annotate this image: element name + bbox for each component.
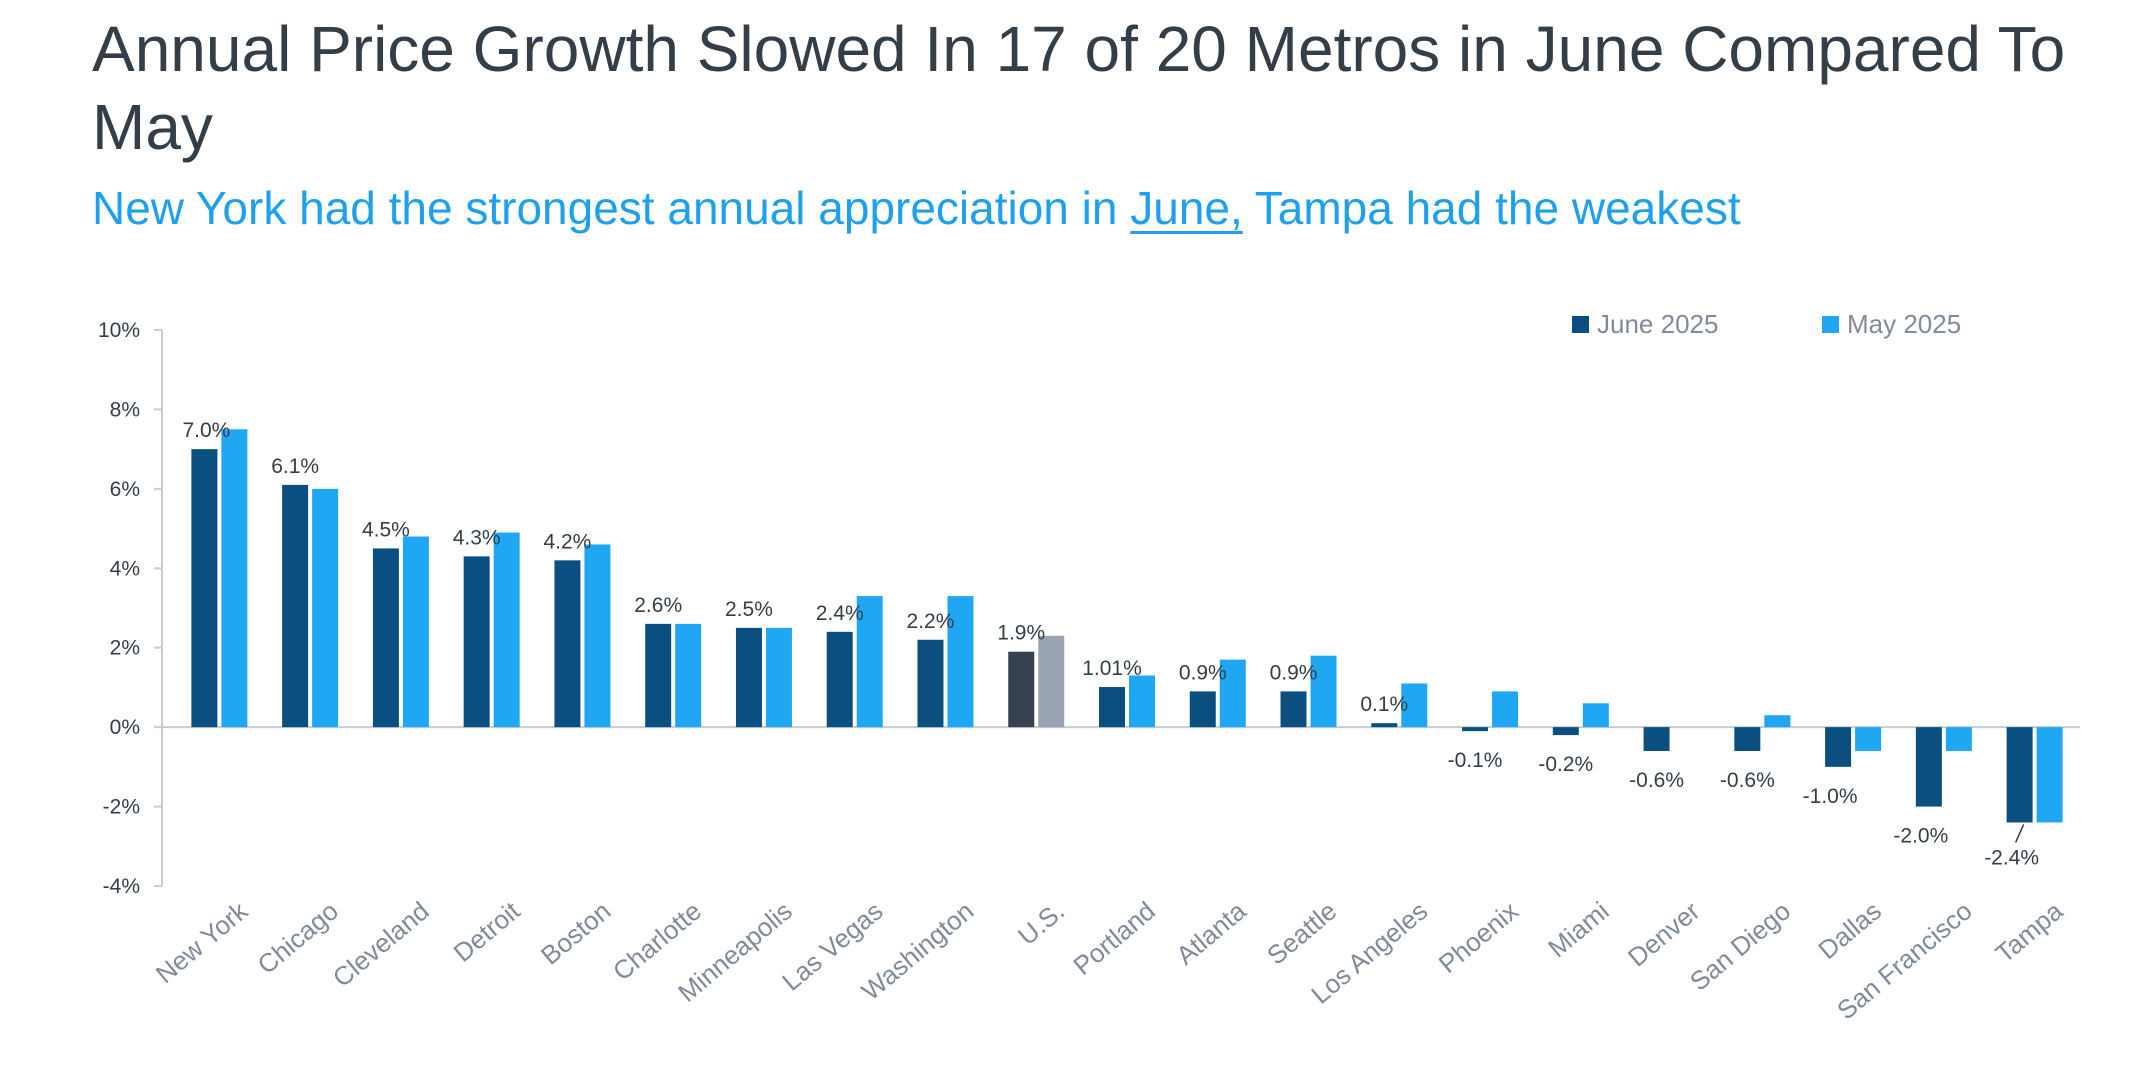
bar-may-minneapolis — [765, 627, 792, 728]
data-label-minneapolis: 2.5% — [725, 598, 773, 621]
leader-line-tampa — [2014, 824, 2025, 843]
bar-june-denver — [1643, 727, 1670, 751]
x-tick-label-seattle: Seattle — [1261, 896, 1342, 971]
data-label-cleveland: 4.5% — [362, 518, 410, 541]
x-tick-label-u-s: U.S. — [1012, 896, 1070, 951]
data-label-seattle: 0.9% — [1270, 661, 1318, 684]
bar-june-atlanta — [1189, 691, 1216, 728]
bar-may-los-angeles — [1401, 683, 1428, 728]
x-tick-label-san-diego: San Diego — [1684, 896, 1796, 997]
bar-june-tampa — [2006, 727, 2033, 823]
bar-may-charlotte — [675, 623, 702, 728]
data-label-new-york: 7.0% — [182, 419, 230, 442]
bar-june-portland — [1099, 687, 1125, 728]
bar-june-minneapolis — [735, 627, 762, 728]
y-tick-label: 0% — [110, 716, 140, 739]
bar-june-san-diego — [1734, 727, 1761, 751]
bar-may-miami — [1582, 703, 1609, 728]
bar-june-charlotte — [645, 623, 672, 728]
data-label-las-vegas: 2.4% — [816, 602, 864, 625]
bar-may-atlanta — [1219, 659, 1246, 728]
data-label-denver: -0.6% — [1629, 769, 1684, 792]
x-tick-label-phoenix: Phoenix — [1433, 896, 1524, 979]
bar-june-new-york — [191, 449, 218, 728]
bar-june-washington — [917, 639, 944, 728]
bar-may-tampa — [2036, 727, 2063, 823]
bar-june-san-francisco — [1915, 727, 1942, 807]
y-tick-label: 6% — [110, 478, 140, 501]
bar-june-miami — [1552, 727, 1579, 736]
bar-june-cleveland — [372, 548, 399, 728]
x-tick-label-cleveland: Cleveland — [327, 896, 435, 993]
bar-june-u-s — [1008, 651, 1035, 728]
x-tick-label-atlanta: Atlanta — [1170, 895, 1252, 970]
data-label-boston: 4.2% — [543, 530, 591, 553]
bar-may-san-francisco — [1945, 727, 1972, 751]
bar-may-phoenix — [1492, 691, 1519, 728]
data-label-tampa: -2.4% — [1984, 846, 2039, 869]
chart-data-labels: 7.0% 6.1% 4.5% 4.3% 4.2% 2.6% 2.5% 2.4% 2.2% 1.9%… — [182, 419, 2039, 869]
bar-june-phoenix — [1462, 727, 1489, 732]
bar-june-detroit — [463, 556, 490, 728]
y-tick-label: -2% — [103, 796, 140, 819]
data-label-miami: -0.2% — [1538, 753, 1593, 776]
bar-may-seattle — [1310, 655, 1337, 728]
data-label-u-s: 1.9% — [997, 622, 1045, 645]
bar-may-u-s — [1038, 635, 1065, 728]
bar-may-cleveland — [402, 536, 429, 728]
data-label-charlotte: 2.6% — [634, 594, 682, 617]
y-tick-label: 10% — [98, 319, 140, 342]
subtitle-text-start: New York had the strongest annual apprec… — [92, 182, 1131, 234]
y-tick-label: -4% — [103, 875, 140, 898]
x-tick-label-detroit: Detroit — [448, 895, 527, 968]
chart-subtitle: New York had the strongest annual apprec… — [92, 180, 1741, 236]
bar-may-new-york — [221, 429, 248, 728]
y-tick-label: 8% — [110, 398, 140, 421]
legend-label-may-2025: May 2025 — [1847, 309, 1961, 339]
bar-may-washington — [947, 596, 974, 728]
bar-may-dallas — [1855, 727, 1882, 751]
data-label-san-diego: -0.6% — [1720, 769, 1775, 792]
x-tick-label-dallas: Dallas — [1812, 896, 1887, 965]
legend-swatch-june-2025 — [1572, 316, 1589, 333]
x-tick-label-portland: Portland — [1067, 896, 1160, 981]
bar-may-las-vegas — [856, 596, 883, 728]
chart-bars — [191, 429, 2063, 823]
subtitle-text-end: Tampa had the weakest — [1242, 182, 1741, 234]
x-tick-label-new-york: New York — [150, 895, 254, 989]
bar-may-san-diego — [1764, 715, 1791, 728]
legend-swatch-may-2025 — [1822, 316, 1839, 333]
bar-may-boston — [584, 544, 611, 728]
x-tick-label-denver: Denver — [1622, 895, 1706, 972]
x-tick-label-boston: Boston — [535, 896, 616, 971]
bar-june-chicago — [282, 484, 309, 728]
data-label-dallas: -1.0% — [1803, 785, 1858, 808]
y-tick-label: 2% — [110, 637, 140, 660]
data-label-chicago: 6.1% — [271, 455, 319, 478]
data-label-portland: 1.01% — [1082, 657, 1142, 680]
x-tick-label-tampa: Tampa — [1989, 895, 2068, 968]
x-tick-label-miami: Miami — [1542, 896, 1614, 964]
data-label-phoenix: -0.1% — [1448, 749, 1503, 772]
data-label-san-francisco: -2.0% — [1893, 825, 1948, 848]
data-label-atlanta: 0.9% — [1179, 661, 1227, 684]
bar-june-las-vegas — [826, 631, 853, 728]
bar-june-boston — [554, 560, 581, 728]
subtitle-underlined-month: June, — [1130, 182, 1243, 234]
bar-june-dallas — [1825, 727, 1852, 767]
bar-june-los-angeles — [1371, 723, 1398, 728]
y-tick-label: 4% — [110, 557, 140, 580]
data-label-detroit: 4.3% — [453, 526, 501, 549]
bar-june-seattle — [1280, 691, 1307, 728]
data-label-los-angeles: 0.1% — [1360, 693, 1408, 716]
legend-label-june-2025: June 2025 — [1597, 309, 1718, 339]
bar-may-detroit — [493, 532, 520, 728]
data-label-washington: 2.2% — [907, 610, 955, 633]
bar-may-chicago — [312, 488, 339, 728]
bar-may-portland — [1129, 675, 1155, 728]
bar-chart: -4% -2% 0% 2% 4% 6% 8% 10% 7.0% 6.1% 4.5% 4.3% 4.2%… — [98, 309, 2080, 1025]
chart-legend: June 2025 May 2025 — [1572, 309, 1961, 339]
chart-title: Annual Price Growth Slowed In 17 of 20 M… — [92, 13, 2066, 163]
